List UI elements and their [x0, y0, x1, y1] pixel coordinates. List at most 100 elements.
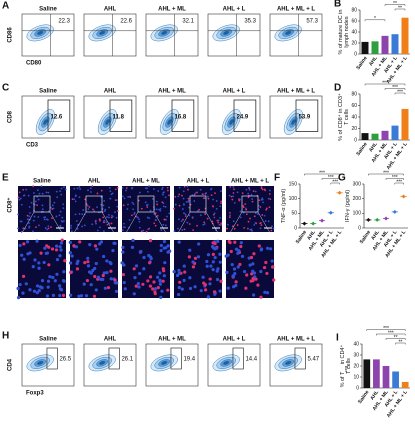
- cell: [268, 247, 273, 251]
- cell: [244, 203, 247, 206]
- cell: [178, 186, 181, 189]
- cell: [47, 245, 51, 249]
- group-name: AHL + L: [223, 89, 246, 95]
- cell: [142, 267, 146, 271]
- cell: [55, 258, 60, 262]
- cell: [103, 200, 106, 202]
- cell: [257, 244, 261, 248]
- cell: [121, 250, 125, 254]
- cell: [182, 264, 186, 268]
- cell: [182, 278, 186, 282]
- cell: [116, 205, 119, 208]
- cell: [96, 192, 99, 195]
- cell: [45, 294, 50, 298]
- x-axis-label: Foxp3: [26, 391, 44, 397]
- significance-bracket: [330, 182, 340, 185]
- y-axis-label-line: in CD4⁺: [339, 344, 346, 365]
- cell: [174, 195, 177, 198]
- cell: [28, 222, 30, 225]
- cell: [184, 213, 187, 216]
- cell: [233, 227, 236, 230]
- cell: [77, 294, 81, 298]
- cell: [181, 208, 184, 210]
- gate: [171, 99, 195, 132]
- y-tick-label: 40: [351, 114, 357, 120]
- cell: [162, 274, 166, 278]
- cell: [247, 227, 249, 230]
- cell: [251, 276, 255, 281]
- gate-value: 12.6: [51, 115, 63, 121]
- cell: [196, 255, 201, 259]
- cell: [139, 249, 143, 254]
- zoom-box: [137, 195, 155, 213]
- cell: [159, 209, 162, 212]
- cell: [220, 222, 223, 225]
- cell: [37, 198, 40, 201]
- cell: [136, 281, 140, 286]
- cell: [232, 220, 235, 223]
- cell: [58, 293, 62, 298]
- cell: [151, 198, 154, 200]
- row-label: CD8⁺: [7, 197, 14, 212]
- bar: [361, 41, 369, 54]
- significance-bracket: [368, 173, 404, 176]
- cell: [132, 267, 136, 271]
- contour: [223, 30, 230, 35]
- cell: [26, 214, 29, 217]
- significance-label: ***: [397, 89, 403, 95]
- cell: [162, 193, 164, 196]
- cell: [211, 260, 215, 264]
- cell: [108, 206, 111, 209]
- cell: [213, 290, 217, 294]
- cell: [196, 224, 198, 227]
- x-tick-label: AHL: [306, 229, 317, 241]
- cell: [220, 190, 222, 193]
- cell: [136, 216, 139, 219]
- group-name: Saline: [39, 7, 57, 13]
- significance-label: *: [374, 16, 376, 22]
- y-tick-label: 10: [353, 374, 359, 380]
- cell: [205, 264, 209, 268]
- group-name: Saline: [39, 337, 57, 343]
- cell: [251, 198, 254, 200]
- y-tick-label: 200: [353, 196, 362, 202]
- cell: [219, 279, 223, 283]
- cell: [265, 207, 268, 210]
- cell: [178, 193, 181, 196]
- cell: [245, 213, 248, 216]
- cell: [251, 269, 255, 273]
- cell: [153, 291, 157, 296]
- group-name: AHL + ML + L: [277, 337, 315, 343]
- cell: [174, 203, 177, 206]
- zoom-line: [173, 211, 191, 241]
- cell: [268, 206, 271, 209]
- cell: [28, 225, 31, 228]
- cell: [101, 273, 105, 278]
- zoom-line: [101, 211, 119, 241]
- cell: [57, 284, 62, 288]
- cell: [162, 223, 165, 226]
- cell: [188, 206, 191, 209]
- bar: [363, 359, 371, 388]
- cell: [102, 254, 106, 259]
- significance-bracket: [394, 92, 406, 95]
- cell: [91, 223, 94, 226]
- cell: [249, 279, 253, 283]
- cell: [68, 293, 73, 297]
- cell: [138, 226, 141, 229]
- cell: [249, 228, 252, 231]
- significance-label: ***: [332, 179, 338, 185]
- contour: [291, 119, 296, 125]
- cell: [45, 251, 50, 255]
- cell: [238, 198, 240, 201]
- y-axis-label: TNF-α (pg/ml): [281, 189, 287, 224]
- cell: [59, 241, 64, 245]
- cell: [262, 265, 267, 270]
- cell: [130, 245, 135, 249]
- bar: [361, 133, 369, 140]
- zoom-line: [153, 211, 171, 241]
- cell: [81, 213, 84, 216]
- cell: [180, 287, 184, 291]
- y-axis-label-line: lymph nodes: [344, 16, 350, 47]
- group-name: AHL + L: [223, 337, 246, 343]
